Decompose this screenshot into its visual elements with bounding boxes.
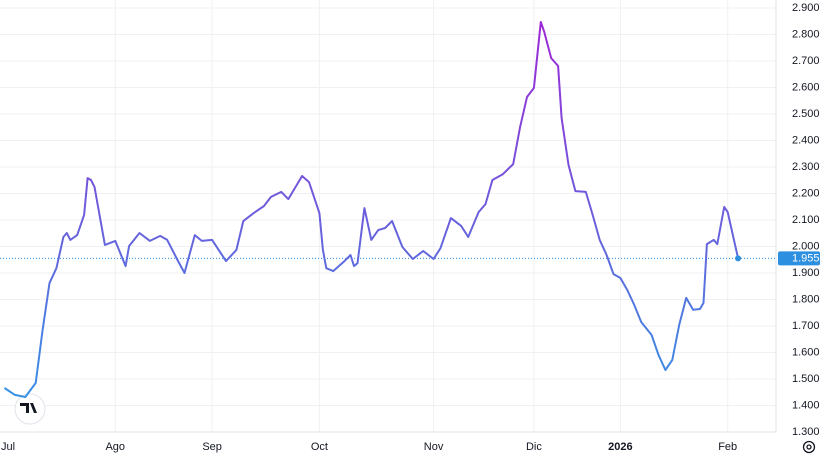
y-tick-label: 2.000	[792, 240, 820, 252]
y-tick-label: 1.900	[792, 267, 820, 279]
y-tick-label: 2.600	[792, 81, 820, 93]
y-tick-label: 2.800	[792, 28, 820, 40]
logo	[14, 393, 46, 425]
y-tick-label: 2.100	[792, 214, 820, 226]
y-tick-label: 1.500	[792, 373, 820, 385]
last-point	[735, 255, 742, 262]
y-tick-label: 2.200	[792, 187, 820, 199]
price-line-series	[3, 21, 740, 398]
y-tick-label: 1.300	[792, 426, 820, 438]
x-tick-label: Ago	[105, 441, 125, 453]
x-tick-label: Oct	[311, 441, 328, 453]
y-tick-label: 1.600	[792, 346, 820, 358]
y-tick-label: 2.400	[792, 134, 820, 146]
x-tick-label: Feb	[718, 441, 737, 453]
y-tick-label: 2.300	[792, 161, 820, 173]
y-tick-label: 2.700	[792, 55, 820, 67]
y-tick-label: 1.800	[792, 293, 820, 305]
y-tick-label: 1.400	[792, 399, 820, 411]
x-tick-label: Sep	[202, 441, 222, 453]
y-tick-label: 2.900	[792, 2, 820, 14]
price-label-box	[778, 251, 820, 266]
settings-icon[interactable]	[802, 440, 816, 454]
price-label: 1.955	[792, 252, 820, 264]
y-tick-label: 2.500	[792, 108, 820, 120]
x-tick-label: 2026	[608, 441, 632, 453]
y-tick-label: 1.700	[792, 320, 820, 332]
x-tick-label: Nov	[424, 441, 444, 453]
x-tick-label: Jul	[1, 441, 15, 453]
x-tick-label: Dic	[526, 441, 542, 453]
